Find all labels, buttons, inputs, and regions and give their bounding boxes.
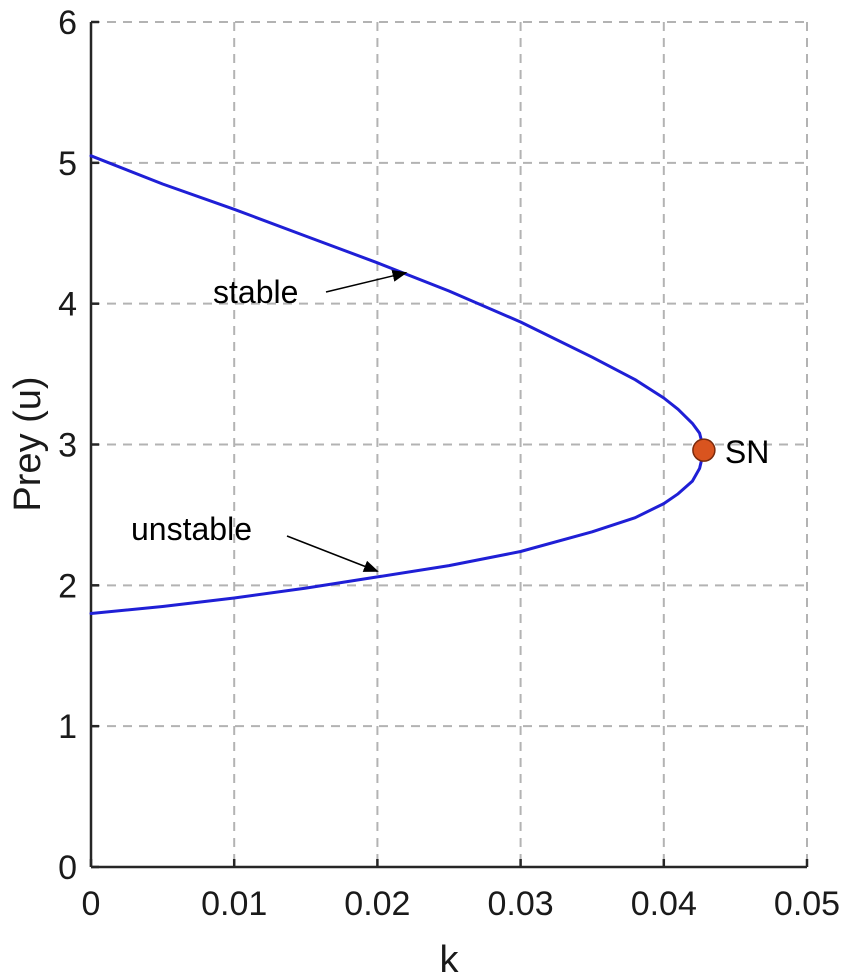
y-tick-label: 0 (58, 849, 77, 887)
y-tick-label: 6 (58, 4, 77, 42)
x-tick-label: 0.03 (488, 885, 554, 923)
y-tick-label: 4 (58, 286, 77, 324)
y-tick-label: 5 (58, 145, 77, 183)
x-tick-label: 0 (82, 885, 101, 923)
x-tick-label: 0.04 (631, 885, 697, 923)
x-tick-label: 0.02 (344, 885, 410, 923)
series-line (89, 154, 706, 452)
y-tick-label: 1 (58, 708, 77, 746)
annotation-label: unstable (131, 511, 252, 547)
series (89, 154, 706, 615)
sn-point (692, 438, 716, 462)
y-tick-label: 3 (58, 427, 77, 465)
annotation-label: stable (213, 274, 298, 310)
sn-label: SN (725, 434, 769, 470)
x-tick-label: 0.05 (774, 885, 840, 923)
y-axis-title: Prey (u) (7, 376, 49, 511)
x-tick-label: 0.01 (201, 885, 267, 923)
grid (91, 21, 808, 867)
axes: 0 0.01 0.02 0.03 0.04 0.05 0 1 2 3 4 5 6 (58, 4, 840, 923)
markers: SN (692, 434, 769, 470)
series-line (89, 448, 706, 615)
annotation-arrow (325, 270, 408, 293)
annotation-arrow (286, 535, 379, 572)
annotations: stable unstable (131, 270, 408, 572)
x-axis-title: k (440, 939, 460, 978)
y-tick-label: 2 (58, 567, 77, 605)
